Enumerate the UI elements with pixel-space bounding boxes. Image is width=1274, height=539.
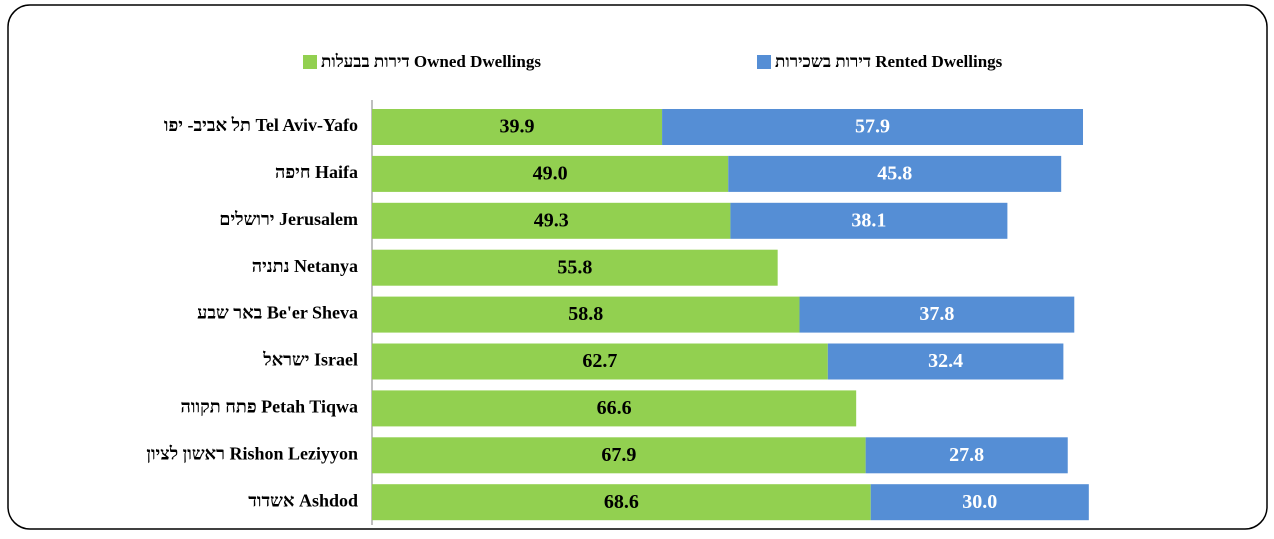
value-label: 66.6 xyxy=(597,397,632,419)
bar-segment xyxy=(372,437,866,474)
bar-segment xyxy=(827,343,1064,380)
bar-segment xyxy=(662,109,1084,145)
bar-segment xyxy=(372,390,857,427)
bar-segment xyxy=(372,109,663,145)
legend-label: דירות בשכירות Rented Dwellings xyxy=(775,52,1003,71)
category-label: ישראל Israel xyxy=(262,350,358,370)
value-label: 38.1 xyxy=(851,209,886,231)
value-label: 68.6 xyxy=(604,491,639,513)
value-label: 45.8 xyxy=(877,162,912,184)
bar-segment xyxy=(372,296,800,333)
bar-segment xyxy=(372,155,729,192)
legend-label: דירות בבעלות Owned Dwellings xyxy=(321,52,541,71)
legend-swatch xyxy=(757,55,771,69)
value-label: 55.8 xyxy=(557,256,592,278)
value-label: 30.0 xyxy=(962,491,997,513)
value-label: 49.3 xyxy=(534,209,569,231)
value-label: 27.8 xyxy=(949,444,984,466)
bar-segment xyxy=(730,202,1008,239)
category-label: אשדוד Ashdod xyxy=(248,490,358,510)
category-label: פתח תקווה Petah Tiqwa xyxy=(181,397,358,417)
category-label: ירושלים Jerusalem xyxy=(219,209,358,229)
bar-segment xyxy=(372,249,778,286)
bar-segment xyxy=(372,202,731,239)
value-label: 58.8 xyxy=(568,303,603,325)
bar-segment xyxy=(372,484,871,521)
value-label: 37.8 xyxy=(919,303,954,325)
category-label: באר שבע Be'er Sheva xyxy=(197,303,358,323)
value-label: 62.7 xyxy=(582,350,617,372)
bar-segment xyxy=(865,437,1068,474)
value-label: 39.9 xyxy=(500,116,535,138)
bar-segment xyxy=(728,155,1062,192)
category-label: חיפה Haifa xyxy=(275,162,358,182)
value-label: 49.0 xyxy=(533,162,568,184)
category-label: נתניה Netanya xyxy=(252,256,358,276)
value-label: 57.9 xyxy=(855,116,890,138)
bar-segment xyxy=(799,296,1075,333)
bar-segment xyxy=(372,343,828,380)
value-label: 32.4 xyxy=(928,350,963,372)
category-label: תל אביב- יפו Tel Aviv-Yafo xyxy=(164,115,358,135)
bar-segment xyxy=(870,484,1089,521)
legend-swatch xyxy=(303,55,317,69)
category-label: ראשון לציון Rishon Leziyyon xyxy=(146,443,358,463)
value-label: 67.9 xyxy=(601,444,636,466)
